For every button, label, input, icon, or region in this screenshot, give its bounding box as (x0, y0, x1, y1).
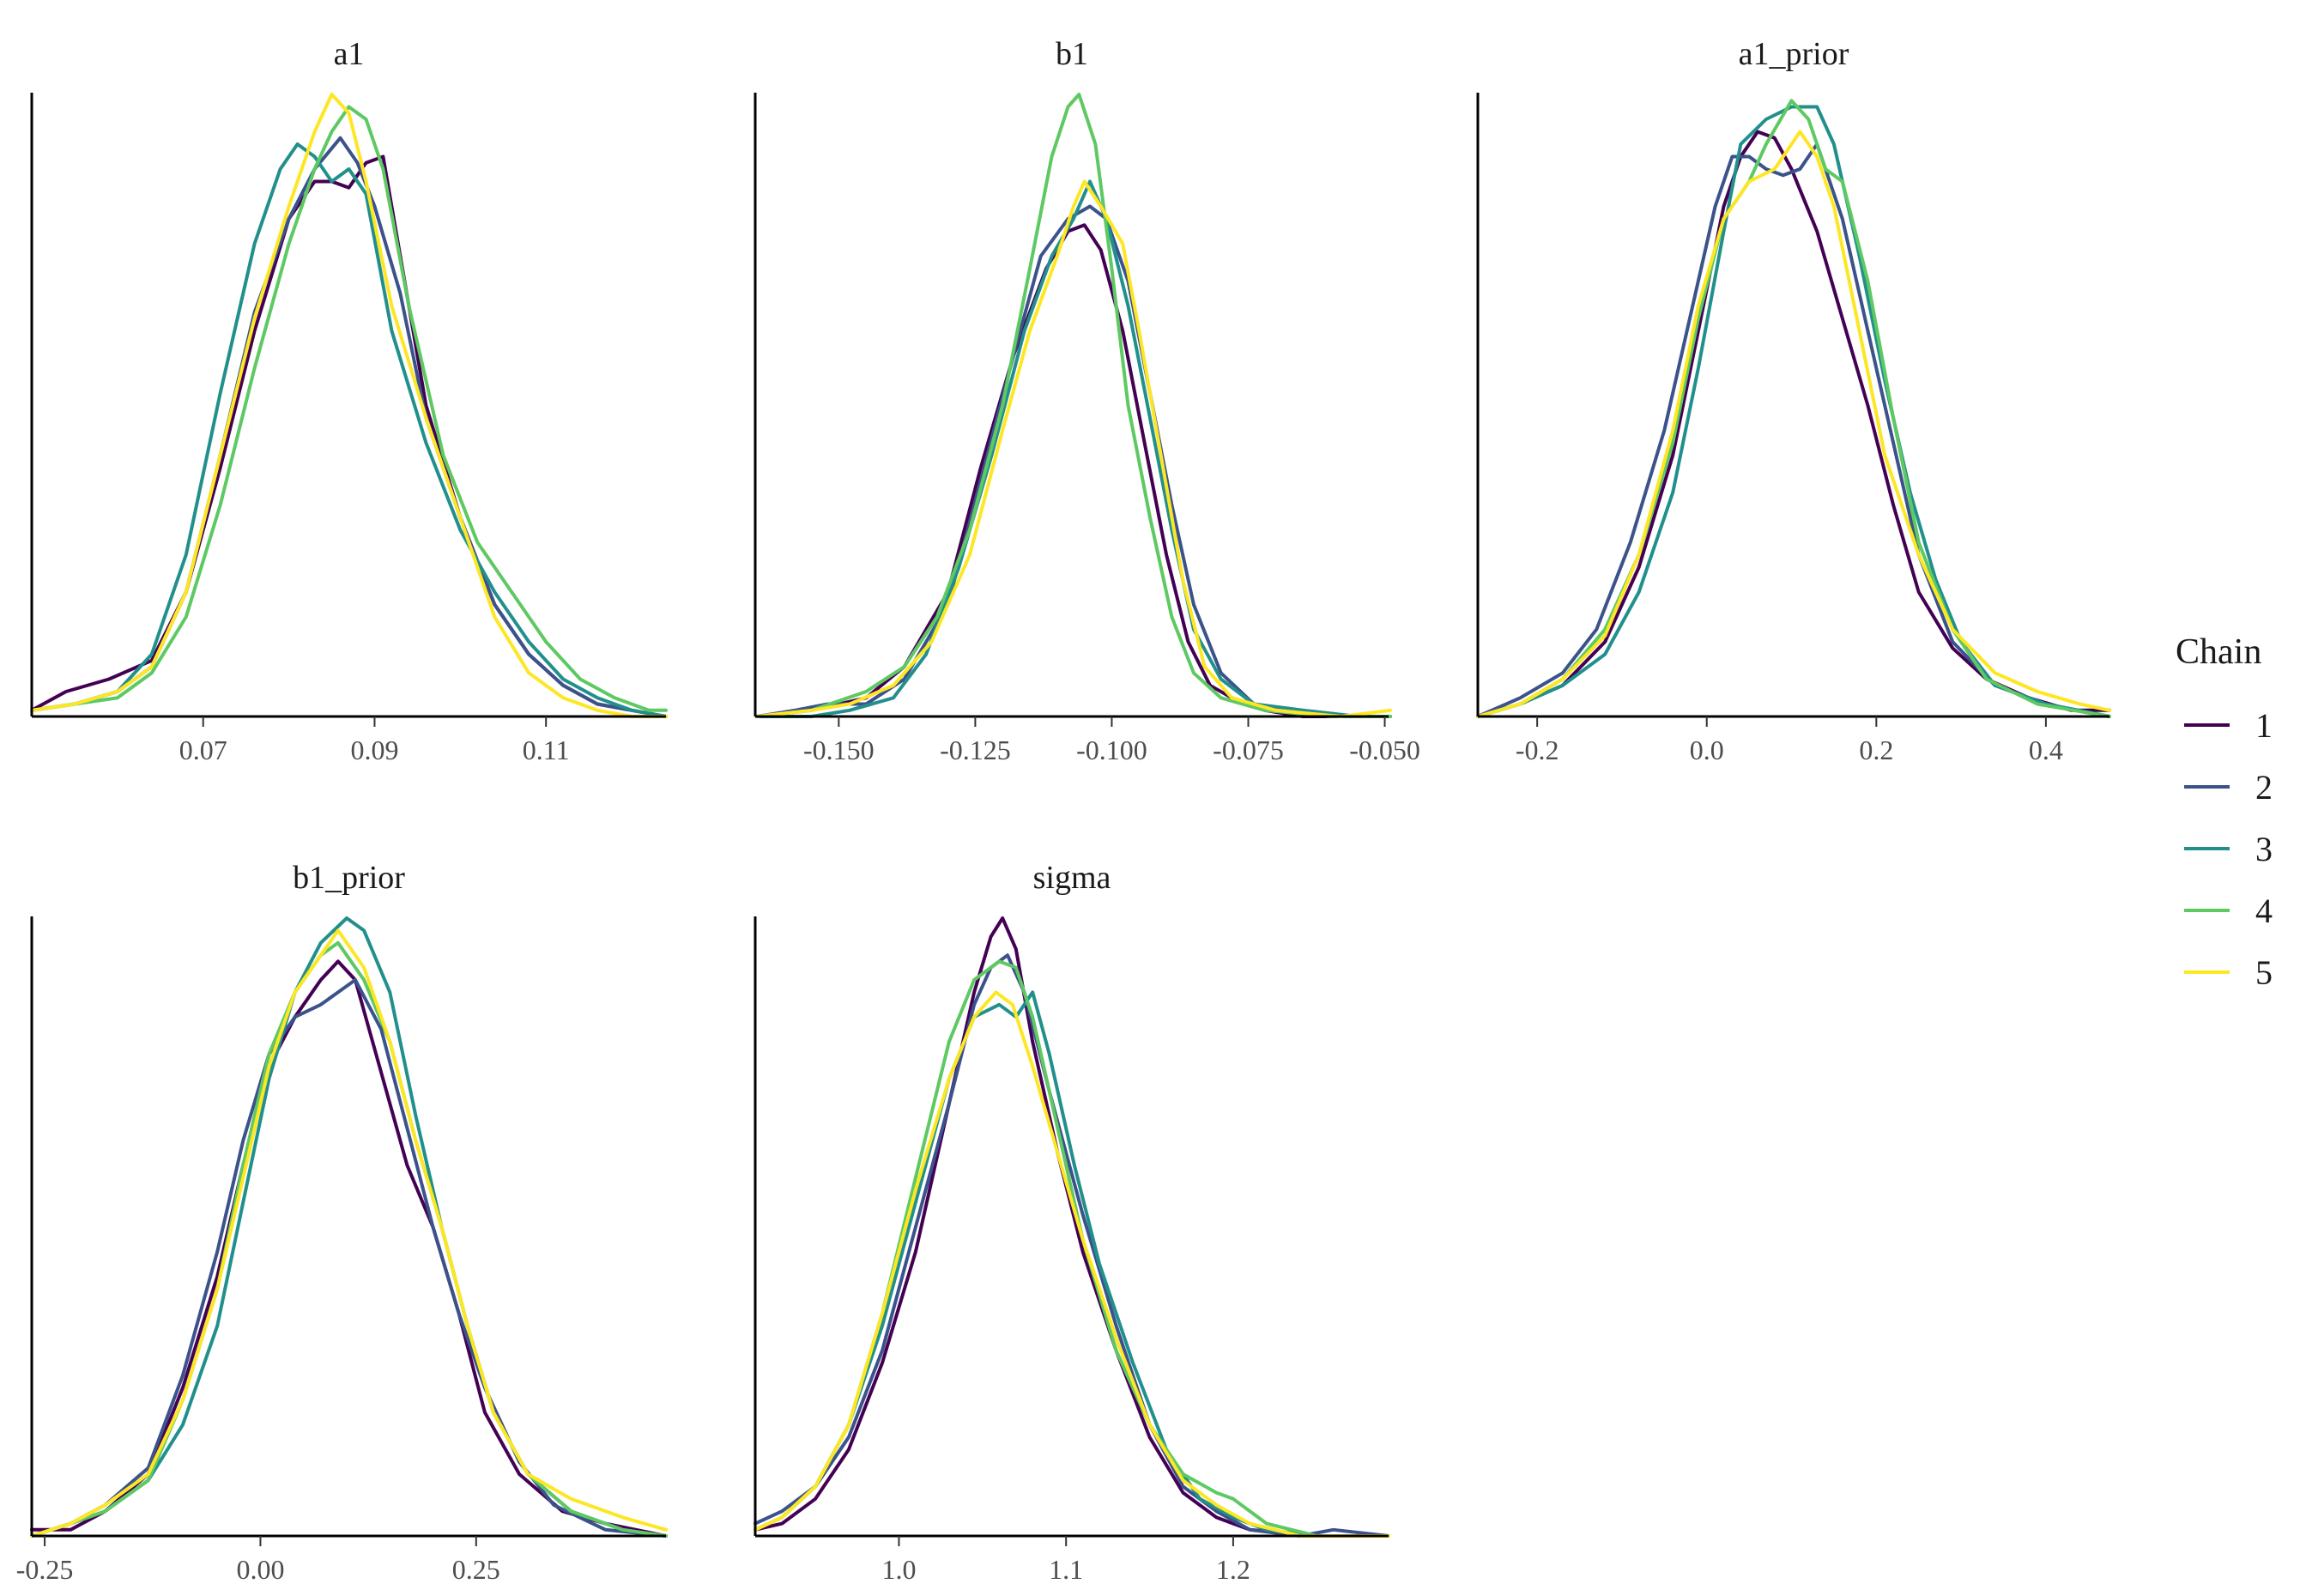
density-line-chain-4 (30, 940, 668, 1538)
density-line-chain-1 (30, 154, 668, 718)
density-line-chain-1 (1476, 130, 2111, 718)
x-tick-label: -0.050 (1349, 735, 1420, 765)
density-line-chain-5 (754, 179, 1392, 718)
density-line-chain-5 (30, 93, 668, 718)
x-tick-label: 1.0 (881, 1554, 916, 1585)
legend-item-chain-2: 2 (2184, 768, 2273, 807)
panel-title: b1 (1056, 36, 1088, 72)
legend-label: 1 (2255, 706, 2273, 745)
density-line-chain-2 (754, 204, 1392, 718)
density-line-chain-3 (754, 179, 1392, 718)
x-tick-label: 0.00 (236, 1554, 284, 1585)
density-line-chain-1 (754, 916, 1390, 1538)
panel-title: sigma (1033, 860, 1111, 896)
density-line-chain-3 (1476, 105, 2111, 718)
density-line-chain-5 (754, 990, 1390, 1538)
x-tick-label: 0.07 (179, 735, 227, 765)
facet-panels: a1 0.07 0.09 0.11 b1 -0.150 -0.125 -0.100 -0.075… (16, 36, 2111, 1585)
density-line-chain-2 (30, 136, 668, 718)
density-line-chain-3 (30, 142, 668, 718)
x-tick-label: 0.4 (2029, 735, 2063, 765)
density-line-chain-4 (1476, 99, 2111, 718)
legend-label: 4 (2255, 892, 2273, 930)
density-line-chain-5 (1476, 130, 2111, 718)
density-line-chain-3 (30, 916, 668, 1538)
x-tick-label: -0.2 (1516, 735, 1559, 765)
panel-b1-prior: b1_prior -0.25 0.00 0.25 (16, 860, 668, 1585)
panel-a1: a1 0.07 0.09 0.11 (30, 36, 668, 765)
x-tick-label: 0.09 (350, 735, 398, 765)
density-line-chain-5 (30, 928, 668, 1538)
legend-item-chain-1: 1 (2184, 706, 2273, 745)
x-tick-label: -0.100 (1076, 735, 1147, 765)
legend-label: 2 (2255, 768, 2273, 807)
x-tick-label: -0.075 (1213, 735, 1284, 765)
panel-sigma: sigma 1.0 1.1 1.2 (754, 860, 1390, 1585)
x-tick-label: 0.0 (1690, 735, 1724, 765)
density-line-chain-3 (754, 990, 1390, 1538)
x-tick-label: -0.125 (940, 735, 1011, 765)
legend-label: 5 (2255, 953, 2273, 992)
density-line-chain-4 (754, 93, 1392, 718)
panel-a1-prior: a1_prior -0.2 0.0 0.2 0.4 (1476, 36, 2111, 765)
density-line-chain-1 (30, 959, 668, 1538)
legend-title: Chain (2176, 632, 2261, 672)
density-line-chain-1 (754, 223, 1392, 718)
panel-b1: b1 -0.150 -0.125 -0.100 -0.075 -0.050 (754, 36, 1420, 765)
legend-item-chain-4: 4 (2184, 892, 2273, 930)
x-tick-label: 0.11 (523, 735, 570, 765)
x-tick-label: 1.1 (1049, 1554, 1083, 1585)
legend: Chain 1 2 3 4 5 (2176, 632, 2273, 992)
legend-item-chain-3: 3 (2184, 830, 2273, 868)
x-tick-label: -0.150 (803, 735, 875, 765)
density-line-chain-2 (30, 978, 668, 1538)
legend-items: 1 2 3 4 5 (2184, 706, 2273, 992)
panel-title: a1_prior (1739, 36, 1849, 72)
density-line-chain-4 (30, 105, 668, 712)
x-tick-label: 0.2 (1859, 735, 1893, 765)
density-line-chain-2 (1476, 142, 2111, 718)
panel-title: a1 (334, 36, 365, 72)
x-tick-label: 1.2 (1216, 1554, 1250, 1585)
legend-label: 3 (2255, 830, 2273, 868)
x-tick-label: -0.25 (16, 1554, 74, 1585)
legend-item-chain-5: 5 (2184, 953, 2273, 992)
panel-title: b1_prior (293, 860, 405, 896)
x-tick-label: 0.25 (452, 1554, 500, 1585)
